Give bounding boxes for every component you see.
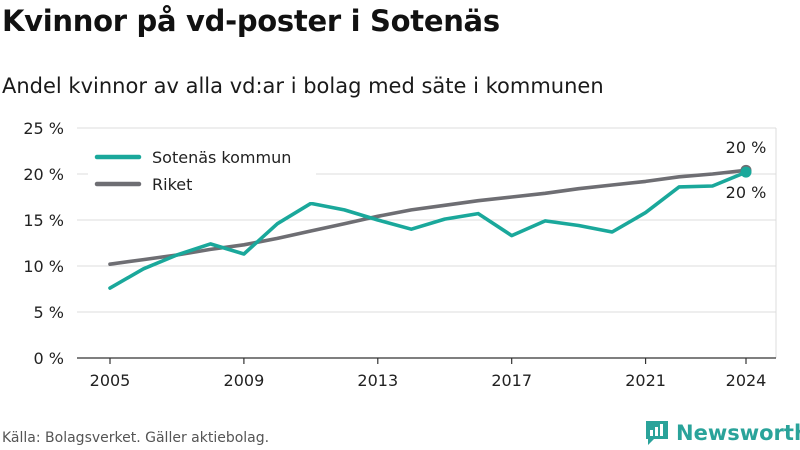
- series-line-sotenas: [108, 170, 748, 290]
- newsworthy-logo: Newsworthy: [644, 419, 800, 447]
- chart-subtitle: Andel kvinnor av alla vd:ar i bolag med …: [2, 74, 604, 98]
- x-tick-label: 2021: [625, 371, 666, 390]
- source-note: Källa: Bolagsverket. Gäller aktiebolag.: [2, 430, 270, 446]
- series-line-riket: [108, 168, 748, 267]
- legend-label-sotenas: Sotenäs kommun: [152, 148, 291, 167]
- chart-title: Kvinnor på vd-poster i Sotenäs: [2, 4, 500, 38]
- end-label-sotenas: 20 %: [726, 183, 767, 202]
- x-tick-label: 2017: [491, 371, 532, 390]
- newsworthy-logo-icon: [646, 421, 668, 445]
- newsworthy-logo-text: Newsworthy: [676, 421, 800, 445]
- y-tick-label: 10 %: [23, 257, 64, 276]
- x-tick-label: 2005: [90, 371, 131, 390]
- axis-layer: 0 % 5 % 10 % 15 % 20 % 25 % 2005 2009 2013 2017 20…: [23, 119, 776, 390]
- line-chart: 0 % 5 % 10 % 15 % 20 % 25 % 2005 2009 2013 2017 20…: [23, 119, 777, 390]
- legend: Sotenäs kommun Riket: [88, 140, 316, 202]
- y-tick-label: 15 %: [23, 211, 64, 230]
- x-tick-label: 2013: [357, 371, 398, 390]
- series-layer: [108, 164, 752, 290]
- y-tick-label: 5 %: [34, 303, 64, 322]
- end-labels: 20 % 20 %: [726, 138, 767, 202]
- end-point-sotenas: [740, 166, 752, 178]
- legend-label-riket: Riket: [152, 175, 192, 194]
- y-tick-label: 0 %: [34, 349, 64, 368]
- x-tick-label: 2009: [224, 371, 265, 390]
- end-label-riket: 20 %: [726, 138, 767, 157]
- y-tick-label: 25 %: [23, 119, 64, 138]
- x-tick-label: 2024: [726, 371, 767, 390]
- y-tick-label: 20 %: [23, 165, 64, 184]
